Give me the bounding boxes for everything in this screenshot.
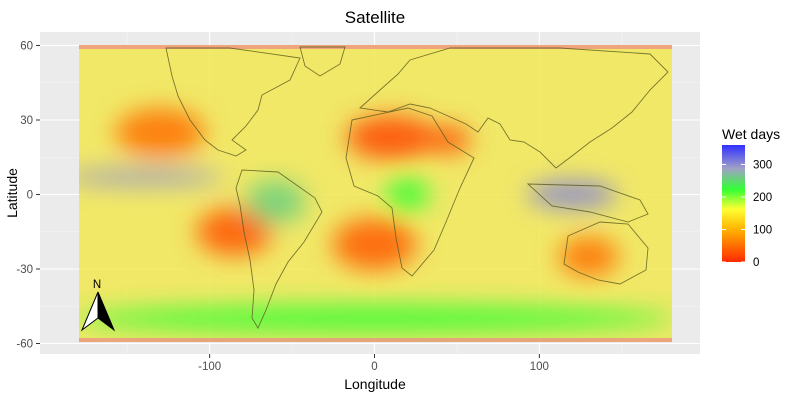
legend-ticks: 300 200 100 0	[722, 160, 772, 269]
y-tick-label: 0	[27, 190, 33, 202]
x-axis-title: Longitude	[344, 376, 406, 392]
heatmap-region	[332, 218, 417, 271]
heatmap-region	[527, 180, 618, 209]
coast-north-america	[165, 47, 301, 157]
legend-tick-label: 0	[753, 257, 759, 269]
coast-indonesia	[526, 183, 649, 223]
heatmap-region	[385, 176, 430, 213]
x-tick-label: 0	[371, 361, 377, 373]
y-tick-label: -60	[16, 338, 33, 350]
heatmap-region	[345, 115, 436, 160]
heatmap-north-edge	[79, 45, 672, 49]
legend-tick-label: 100	[753, 225, 772, 237]
coast-south-america	[235, 169, 323, 329]
heatmap-south-edge	[79, 338, 672, 342]
coast-greenland	[299, 46, 346, 77]
north-arrow-right-half	[97, 291, 116, 332]
y-axis-title: Latitude	[4, 168, 20, 218]
x-tick-label: -100	[198, 361, 221, 373]
heatmap-blobs	[79, 108, 672, 333]
north-arrow-label: N	[93, 279, 101, 291]
heatmap-region	[196, 207, 273, 256]
heatmap-region	[426, 125, 471, 154]
y-tick-label: 30	[20, 115, 33, 127]
coast-eurasia	[358, 47, 669, 169]
legend-colorbar	[722, 145, 745, 262]
legend-tick-label: 200	[753, 192, 772, 204]
heatmap-field	[79, 45, 672, 342]
legend: Wet days 300 200 100 0	[722, 126, 780, 269]
legend-tick-label: 300	[753, 160, 772, 172]
y-tick-label: 60	[20, 41, 33, 53]
legend-title: Wet days	[722, 126, 780, 142]
heatmap-region	[115, 108, 206, 157]
y-axis: 60 30 0 -30 -60	[16, 41, 40, 350]
coast-australia	[563, 221, 649, 285]
x-tick-label: 100	[530, 361, 549, 373]
x-axis: -100 0 100	[198, 354, 549, 373]
coastlines	[165, 46, 669, 329]
y-tick-label: -30	[16, 264, 33, 276]
coast-africa	[345, 107, 475, 277]
heatmap-region	[245, 179, 306, 224]
north-arrow: N	[80, 279, 116, 332]
heatmap-region	[79, 304, 672, 333]
heatmap-region	[558, 236, 619, 277]
heatmap-region	[79, 169, 224, 186]
chart-title: Satellite	[345, 8, 405, 27]
